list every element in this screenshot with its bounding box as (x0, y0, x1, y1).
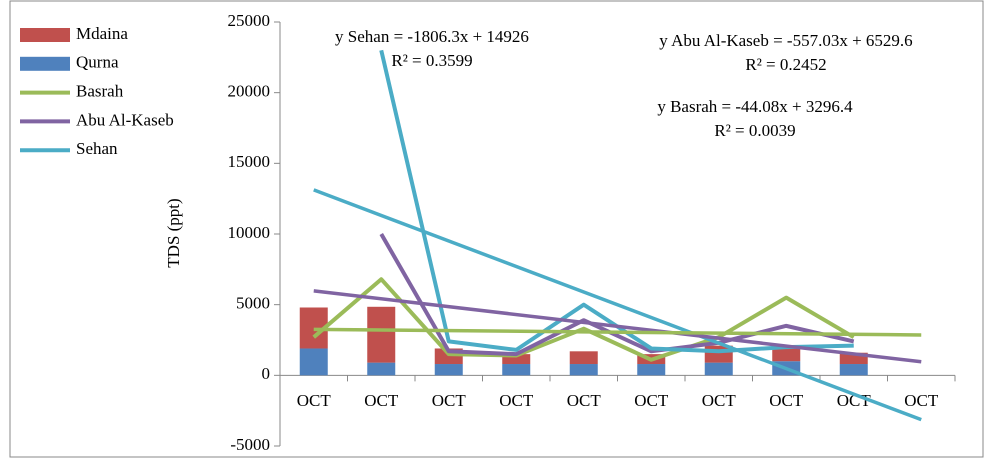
y-tick-label: 25000 (228, 11, 271, 30)
bar (569, 351, 598, 365)
y-tick-label: 20000 (228, 82, 271, 101)
bar (502, 354, 531, 365)
y-tick-label: -5000 (230, 435, 270, 454)
legend-swatch (20, 28, 70, 42)
bar (569, 364, 598, 376)
line-series (312, 277, 855, 362)
trendline-equation: y Sehan = -1806.3x + 14926 (335, 27, 529, 46)
x-tick-label: OCT (904, 391, 939, 410)
trendline-r2: R² = 0.0039 (714, 121, 795, 140)
y-tick-label: 15000 (228, 152, 271, 171)
trendline-r2: R² = 0.2452 (745, 55, 826, 74)
trendline (313, 327, 922, 337)
bar (434, 364, 463, 376)
bar (502, 364, 531, 376)
legend-label: Sehan (76, 139, 118, 158)
y-tick-label: 10000 (228, 223, 271, 242)
legend-label: Abu Al-Kaseb (76, 110, 174, 129)
trendline-equation: y Basrah = -44.08x + 3296.4 (657, 97, 853, 116)
bar (367, 362, 396, 376)
y-axis-title: TDS (ppt) (164, 198, 183, 267)
legend-swatch (20, 56, 70, 71)
x-tick-label: OCT (499, 391, 534, 410)
legend-label: Qurna (76, 53, 119, 72)
x-tick-label: OCT (567, 391, 602, 410)
x-tick-label: OCT (297, 391, 332, 410)
line-series (379, 233, 855, 357)
x-tick-label: OCT (769, 391, 804, 410)
bar (367, 306, 396, 363)
legend-label: Basrah (76, 82, 124, 101)
trendline-r2: R² = 0.3599 (391, 51, 472, 70)
bar (637, 364, 666, 376)
x-tick-label: OCT (634, 391, 669, 410)
y-tick-label: 5000 (236, 294, 270, 313)
x-tick-label: OCT (432, 391, 467, 410)
bar (839, 352, 868, 365)
trendline-equation: y Abu Al-Kaseb = -557.03x + 6529.6 (659, 31, 912, 50)
trendline (313, 188, 922, 422)
x-tick-label: OCT (364, 391, 399, 410)
trendline (313, 289, 922, 364)
x-tick-label: OCT (702, 391, 737, 410)
bar (704, 362, 733, 376)
bar (299, 348, 328, 376)
bar (772, 347, 801, 362)
bar (839, 364, 868, 376)
legend-label: Mdaina (76, 24, 128, 43)
y-tick-label: 0 (262, 364, 271, 383)
